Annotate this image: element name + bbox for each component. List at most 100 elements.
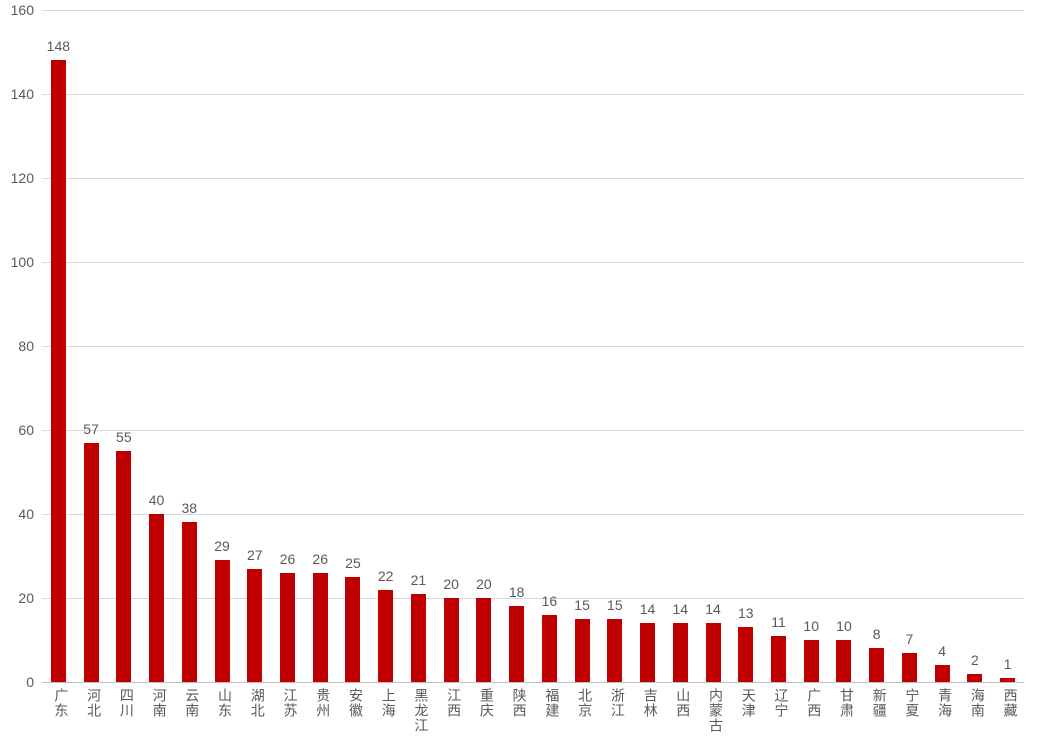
x-tick-label: 山西 bbox=[673, 688, 693, 718]
bar bbox=[542, 615, 557, 682]
bar-value-label: 29 bbox=[214, 538, 230, 554]
x-tick-label: 吉林 bbox=[641, 688, 661, 718]
bar bbox=[411, 594, 426, 682]
x-tick-label: 新疆 bbox=[870, 688, 890, 718]
bar-value-label: 55 bbox=[116, 429, 132, 445]
y-grid-line bbox=[42, 178, 1024, 179]
bar-value-label: 18 bbox=[509, 584, 525, 600]
bar-value-label: 10 bbox=[836, 618, 852, 634]
y-tick-label: 120 bbox=[11, 170, 34, 186]
bar bbox=[345, 577, 360, 682]
bar-value-label: 2 bbox=[971, 652, 979, 668]
bar-value-label: 14 bbox=[640, 601, 656, 617]
bar-value-label: 13 bbox=[738, 605, 754, 621]
x-tick-label: 陕西 bbox=[510, 688, 530, 718]
bar-value-label: 7 bbox=[906, 631, 914, 647]
x-tick-label: 重庆 bbox=[477, 688, 497, 718]
bar bbox=[673, 623, 688, 682]
y-tick-label: 60 bbox=[18, 422, 34, 438]
x-tick-label: 海南 bbox=[968, 688, 988, 718]
bar-value-label: 16 bbox=[542, 593, 558, 609]
bar-value-label: 14 bbox=[673, 601, 689, 617]
x-tick-label: 广东 bbox=[51, 688, 71, 718]
bar bbox=[313, 573, 328, 682]
bar bbox=[1000, 678, 1015, 682]
x-tick-label: 广西 bbox=[804, 688, 824, 718]
x-tick-label: 四川 bbox=[117, 688, 137, 718]
bar bbox=[935, 665, 950, 682]
x-tick-label: 福建 bbox=[542, 688, 562, 718]
x-tick-label: 青海 bbox=[935, 688, 955, 718]
bar-value-label: 21 bbox=[411, 572, 427, 588]
bar-chart: 020406080100120140160148广东57河北55四川40河南38… bbox=[0, 0, 1040, 744]
bar bbox=[607, 619, 622, 682]
y-tick-label: 40 bbox=[18, 506, 34, 522]
x-tick-label: 江苏 bbox=[281, 688, 301, 718]
bar bbox=[575, 619, 590, 682]
x-tick-label: 上海 bbox=[379, 688, 399, 718]
x-tick-label: 云南 bbox=[182, 688, 202, 718]
x-tick-label: 甘肃 bbox=[837, 688, 857, 718]
bar-value-label: 26 bbox=[312, 551, 328, 567]
bar bbox=[84, 443, 99, 682]
bar bbox=[869, 648, 884, 682]
x-tick-label: 内蒙古 bbox=[706, 688, 726, 733]
bar-value-label: 57 bbox=[83, 421, 99, 437]
bar-value-label: 25 bbox=[345, 555, 361, 571]
y-tick-label: 160 bbox=[11, 2, 34, 18]
y-grid-line bbox=[42, 430, 1024, 431]
bar-value-label: 27 bbox=[247, 547, 263, 563]
y-grid-line bbox=[42, 10, 1024, 11]
bar bbox=[280, 573, 295, 682]
x-axis-line bbox=[42, 682, 1024, 683]
bar bbox=[182, 522, 197, 682]
bar bbox=[902, 653, 917, 682]
y-grid-line bbox=[42, 346, 1024, 347]
bar-value-label: 1 bbox=[1004, 656, 1012, 672]
bar bbox=[378, 590, 393, 682]
bar-value-label: 4 bbox=[938, 643, 946, 659]
bar-value-label: 15 bbox=[607, 597, 623, 613]
x-tick-label: 天津 bbox=[739, 688, 759, 718]
bar-value-label: 20 bbox=[443, 576, 459, 592]
x-tick-label: 湖北 bbox=[248, 688, 268, 718]
bar bbox=[804, 640, 819, 682]
bar bbox=[706, 623, 721, 682]
y-tick-label: 100 bbox=[11, 254, 34, 270]
x-tick-label: 辽宁 bbox=[772, 688, 792, 718]
y-tick-label: 20 bbox=[18, 590, 34, 606]
bar bbox=[116, 451, 131, 682]
y-tick-label: 140 bbox=[11, 86, 34, 102]
x-tick-label: 江西 bbox=[444, 688, 464, 718]
bar-value-label: 8 bbox=[873, 626, 881, 642]
plot-area: 020406080100120140160148广东57河北55四川40河南38… bbox=[42, 10, 1024, 682]
bar bbox=[247, 569, 262, 682]
bar-value-label: 15 bbox=[574, 597, 590, 613]
bar bbox=[509, 606, 524, 682]
y-grid-line bbox=[42, 262, 1024, 263]
bar bbox=[215, 560, 230, 682]
bar bbox=[738, 627, 753, 682]
bar-value-label: 38 bbox=[182, 500, 198, 516]
x-tick-label: 浙江 bbox=[608, 688, 628, 718]
bar-value-label: 148 bbox=[47, 38, 70, 54]
bar bbox=[476, 598, 491, 682]
bar bbox=[51, 60, 66, 682]
x-tick-label: 黑龙江 bbox=[411, 688, 431, 733]
x-tick-label: 河南 bbox=[150, 688, 170, 718]
y-tick-label: 80 bbox=[18, 338, 34, 354]
bar-value-label: 40 bbox=[149, 492, 165, 508]
x-tick-label: 安徽 bbox=[346, 688, 366, 718]
bar-value-label: 14 bbox=[705, 601, 721, 617]
x-tick-label: 西藏 bbox=[1001, 688, 1021, 718]
bar bbox=[149, 514, 164, 682]
y-tick-label: 0 bbox=[26, 674, 34, 690]
x-tick-label: 山东 bbox=[215, 688, 235, 718]
bar-value-label: 10 bbox=[803, 618, 819, 634]
bar-value-label: 26 bbox=[280, 551, 296, 567]
x-tick-label: 北京 bbox=[575, 688, 595, 718]
x-tick-label: 河北 bbox=[84, 688, 104, 718]
bar-value-label: 20 bbox=[476, 576, 492, 592]
y-grid-line bbox=[42, 94, 1024, 95]
bar bbox=[967, 674, 982, 682]
